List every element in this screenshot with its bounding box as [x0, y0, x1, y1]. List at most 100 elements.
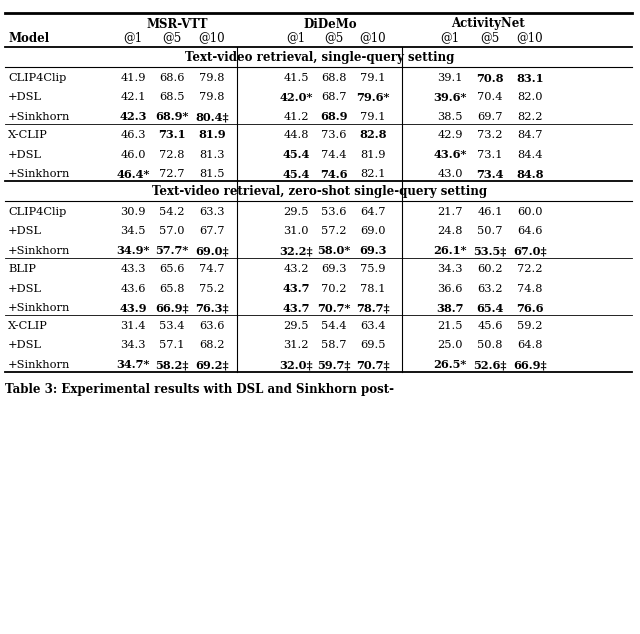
Text: @1: @1 — [124, 32, 143, 44]
Text: 84.4: 84.4 — [517, 150, 543, 160]
Text: 25.0: 25.0 — [437, 340, 463, 351]
Text: 63.3: 63.3 — [199, 207, 225, 217]
Text: 34.5: 34.5 — [120, 226, 146, 236]
Text: 83.1: 83.1 — [516, 72, 544, 84]
Text: 84.7: 84.7 — [517, 130, 543, 140]
Text: 68.2: 68.2 — [199, 340, 225, 351]
Text: 74.7: 74.7 — [199, 264, 225, 274]
Text: 81.9: 81.9 — [360, 150, 386, 160]
Text: 45.6: 45.6 — [477, 321, 503, 331]
Text: 67.0‡: 67.0‡ — [513, 245, 547, 257]
Text: 31.0: 31.0 — [284, 226, 308, 236]
Text: @5: @5 — [163, 32, 182, 44]
Text: 63.6: 63.6 — [199, 321, 225, 331]
Text: 43.2: 43.2 — [284, 264, 308, 274]
Text: 79.8: 79.8 — [199, 93, 225, 103]
Text: 53.4: 53.4 — [159, 321, 185, 331]
Text: 36.6: 36.6 — [437, 283, 463, 294]
Text: 42.9: 42.9 — [437, 130, 463, 140]
Text: @1: @1 — [440, 32, 460, 44]
Text: 70.4: 70.4 — [477, 93, 503, 103]
Text: 39.1: 39.1 — [437, 73, 463, 83]
Text: 46.4*: 46.4* — [116, 169, 150, 179]
Text: +DSL: +DSL — [8, 340, 42, 351]
Text: 69.3: 69.3 — [359, 245, 387, 257]
Text: 84.8: 84.8 — [516, 169, 544, 179]
Text: Model: Model — [8, 32, 49, 44]
Text: 43.7: 43.7 — [282, 283, 310, 294]
Text: 43.6*: 43.6* — [433, 149, 467, 160]
Text: DiDeMo: DiDeMo — [303, 18, 357, 30]
Text: 24.8: 24.8 — [437, 226, 463, 236]
Text: 60.0: 60.0 — [517, 207, 543, 217]
Text: 54.4: 54.4 — [321, 321, 347, 331]
Text: 43.9: 43.9 — [119, 302, 147, 313]
Text: 43.3: 43.3 — [120, 264, 146, 274]
Text: 64.7: 64.7 — [360, 207, 386, 217]
Text: 31.2: 31.2 — [284, 340, 308, 351]
Text: 70.7*: 70.7* — [317, 302, 351, 313]
Text: 45.4: 45.4 — [282, 169, 310, 179]
Text: 76.3‡: 76.3‡ — [195, 302, 229, 313]
Text: 72.2: 72.2 — [517, 264, 543, 274]
Text: CLIP4Clip: CLIP4Clip — [8, 207, 67, 217]
Text: +Sinkhorn: +Sinkhorn — [8, 246, 70, 256]
Text: +Sinkhorn: +Sinkhorn — [8, 169, 70, 179]
Text: 44.8: 44.8 — [284, 130, 308, 140]
Text: 72.8: 72.8 — [159, 150, 185, 160]
Text: 73.6: 73.6 — [321, 130, 347, 140]
Text: 34.3: 34.3 — [120, 340, 146, 351]
Text: 74.6: 74.6 — [320, 169, 348, 179]
Text: 69.0‡: 69.0‡ — [195, 245, 229, 257]
Text: 69.5: 69.5 — [360, 340, 386, 351]
Text: 66.9‡: 66.9‡ — [155, 302, 189, 313]
Text: 64.8: 64.8 — [517, 340, 543, 351]
Text: 41.5: 41.5 — [284, 73, 308, 83]
Text: 68.5: 68.5 — [159, 93, 185, 103]
Text: 58.2‡: 58.2‡ — [156, 359, 189, 370]
Text: 72.7: 72.7 — [159, 169, 185, 179]
Text: 79.1: 79.1 — [360, 112, 386, 122]
Text: 68.9*: 68.9* — [156, 112, 189, 122]
Text: 68.7: 68.7 — [321, 93, 347, 103]
Text: @10: @10 — [198, 32, 225, 44]
Text: X-CLIP: X-CLIP — [8, 130, 48, 140]
Text: 64.6: 64.6 — [517, 226, 543, 236]
Text: @10: @10 — [360, 32, 387, 44]
Text: 74.8: 74.8 — [517, 283, 543, 294]
Text: 38.5: 38.5 — [437, 112, 463, 122]
Text: 57.0: 57.0 — [159, 226, 185, 236]
Text: X-CLIP: X-CLIP — [8, 321, 48, 331]
Text: 50.7: 50.7 — [477, 226, 503, 236]
Text: 74.4: 74.4 — [321, 150, 347, 160]
Text: +DSL: +DSL — [8, 226, 42, 236]
Text: 66.9‡: 66.9‡ — [513, 359, 547, 370]
Text: 60.2: 60.2 — [477, 264, 503, 274]
Text: 26.5*: 26.5* — [433, 359, 467, 370]
Text: +DSL: +DSL — [8, 283, 42, 294]
Text: ActivityNet: ActivityNet — [451, 18, 525, 30]
Text: 53.6: 53.6 — [321, 207, 347, 217]
Text: +DSL: +DSL — [8, 93, 42, 103]
Text: 69.7: 69.7 — [477, 112, 503, 122]
Text: 46.0: 46.0 — [120, 150, 146, 160]
Text: 57.2: 57.2 — [321, 226, 347, 236]
Text: 69.0: 69.0 — [360, 226, 386, 236]
Text: 29.5: 29.5 — [284, 207, 308, 217]
Text: 41.2: 41.2 — [284, 112, 308, 122]
Text: 21.7: 21.7 — [437, 207, 463, 217]
Text: 57.7*: 57.7* — [156, 245, 189, 257]
Text: 63.2: 63.2 — [477, 283, 503, 294]
Text: 65.8: 65.8 — [159, 283, 185, 294]
Text: 82.1: 82.1 — [360, 169, 386, 179]
Text: 78.7‡: 78.7‡ — [356, 302, 390, 313]
Text: 34.9*: 34.9* — [116, 245, 150, 257]
Text: 52.6‡: 52.6‡ — [473, 359, 507, 370]
Text: MSR-VTT: MSR-VTT — [147, 18, 208, 30]
Text: 32.0‡: 32.0‡ — [279, 359, 313, 370]
Text: 65.6: 65.6 — [159, 264, 185, 274]
Text: 63.4: 63.4 — [360, 321, 386, 331]
Text: +Sinkhorn: +Sinkhorn — [8, 360, 70, 370]
Text: 70.7‡: 70.7‡ — [356, 359, 390, 370]
Text: 73.1: 73.1 — [477, 150, 503, 160]
